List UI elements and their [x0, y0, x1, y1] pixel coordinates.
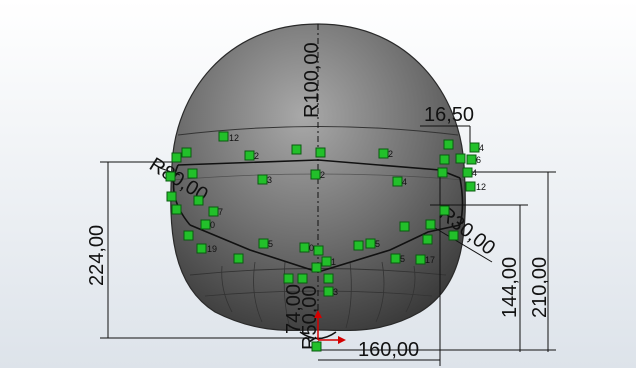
relation-icon[interactable]	[311, 341, 322, 352]
relation-icon[interactable]	[311, 262, 322, 273]
relation-icon[interactable]	[208, 206, 219, 217]
relation-label: 3	[267, 175, 272, 185]
dimension-r100[interactable]: R100,00	[301, 42, 323, 118]
relation-icon[interactable]	[193, 195, 204, 206]
relation-icon[interactable]	[390, 253, 401, 264]
relation-icon[interactable]	[218, 131, 229, 142]
relation-label: 4	[402, 177, 407, 187]
relation-icon[interactable]	[439, 205, 450, 216]
dimension-210[interactable]: 210,00	[529, 257, 551, 318]
dimension-144[interactable]: 144,00	[499, 257, 521, 318]
relation-icon[interactable]	[258, 238, 269, 249]
relation-icon[interactable]	[469, 142, 480, 153]
relation-icon[interactable]	[181, 147, 192, 158]
relation-icon[interactable]	[439, 154, 450, 165]
relation-label: 2	[320, 170, 325, 180]
relation-icon[interactable]	[365, 238, 376, 249]
relation-icon[interactable]	[353, 240, 364, 251]
dimension-16-50[interactable]: 16,50	[424, 104, 474, 126]
relation-icon[interactable]	[321, 256, 332, 267]
relation-label: 6	[476, 155, 481, 165]
relation-label: 17	[425, 255, 435, 265]
relation-icon[interactable]	[291, 144, 302, 155]
relation-label: 4	[479, 143, 484, 153]
sketch-geometry[interactable]	[172, 24, 464, 348]
relation-icon[interactable]	[187, 168, 198, 179]
relation-label: 1	[331, 257, 336, 267]
relation-icon[interactable]	[437, 167, 448, 178]
relation-icon[interactable]	[399, 221, 410, 232]
relation-icon[interactable]	[165, 171, 176, 182]
relation-label: 0	[309, 243, 314, 253]
relation-icon[interactable]	[415, 254, 426, 265]
relation-icon[interactable]	[313, 245, 324, 256]
relation-icon[interactable]	[315, 147, 326, 158]
relation-icon[interactable]	[425, 219, 436, 230]
relation-label: 5	[400, 254, 405, 264]
relation-label: 7	[218, 207, 223, 217]
relation-icon[interactable]	[323, 286, 334, 297]
relation-icon[interactable]	[392, 176, 403, 187]
relation-icon[interactable]	[233, 253, 244, 264]
relation-icon[interactable]	[297, 273, 308, 284]
dimension-lines	[100, 125, 556, 366]
relation-icon[interactable]	[183, 230, 194, 241]
relation-icon[interactable]	[465, 181, 476, 192]
relation-icon[interactable]	[455, 153, 466, 164]
relation-icon[interactable]	[299, 242, 310, 253]
relation-icon[interactable]	[257, 174, 268, 185]
dimension-r50[interactable]: R50,00	[299, 286, 321, 351]
relation-icon[interactable]	[166, 191, 177, 202]
relation-icon[interactable]	[443, 139, 454, 150]
relation-label: 2	[388, 149, 393, 159]
relation-icons[interactable]: 12 2 2 3 2 4 4 6 4 12 7 0	[165, 131, 486, 352]
relation-icon[interactable]	[200, 219, 211, 230]
relation-icon[interactable]	[171, 152, 182, 163]
origin-marker	[314, 310, 346, 344]
relation-label: 12	[229, 133, 239, 143]
relation-label: 19	[207, 244, 217, 254]
relation-icon[interactable]	[310, 169, 321, 180]
relation-label: 4	[472, 168, 477, 178]
relation-icon[interactable]	[196, 243, 207, 254]
dimension-224[interactable]: 224,00	[86, 225, 108, 286]
relation-icon[interactable]	[283, 273, 294, 284]
relation-label: 12	[476, 182, 486, 192]
relation-icon[interactable]	[171, 204, 182, 215]
relation-icon[interactable]	[422, 234, 433, 245]
relation-icon[interactable]	[378, 148, 389, 159]
dimension-74[interactable]: 74,00	[283, 284, 305, 334]
relation-label: 0	[210, 220, 215, 230]
relation-label: 3	[333, 287, 338, 297]
relation-icon[interactable]	[448, 230, 459, 241]
dimension-160[interactable]: 160,00	[358, 339, 419, 361]
relation-icon[interactable]	[323, 273, 334, 284]
relation-icon[interactable]	[462, 167, 473, 178]
relation-icon[interactable]	[466, 154, 477, 165]
relation-label: 5	[375, 239, 380, 249]
relation-icon[interactable]	[244, 150, 255, 161]
relation-label: 2	[254, 151, 259, 161]
relation-label: 5	[268, 239, 273, 249]
